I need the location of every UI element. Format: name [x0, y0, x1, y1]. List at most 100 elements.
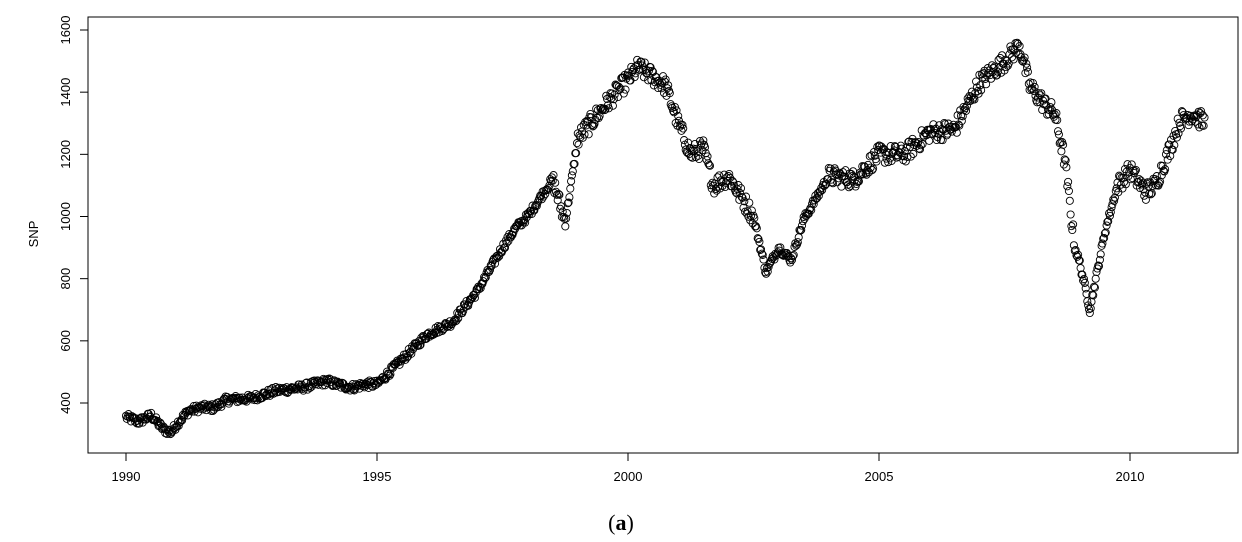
data-point	[823, 175, 833, 184]
data-point	[833, 170, 843, 179]
data-point	[601, 105, 610, 114]
data-point	[1069, 241, 1078, 250]
data-point	[1146, 190, 1155, 199]
data-point	[567, 177, 576, 186]
data-point	[609, 95, 618, 104]
data-point	[672, 106, 681, 115]
data-point	[385, 371, 394, 380]
data-point	[486, 261, 495, 270]
data-point	[548, 176, 557, 185]
data-points	[121, 38, 1209, 439]
data-point	[763, 267, 772, 276]
snp-chart: 1990 1995 2000 2005 2010 400 600 800 1000 1200 14…	[26, 16, 1239, 484]
data-point	[1109, 195, 1118, 204]
data-point	[562, 208, 571, 218]
data-point	[1084, 305, 1094, 314]
data-point	[1059, 160, 1068, 169]
data-point	[428, 331, 437, 340]
data-point	[485, 267, 494, 276]
data-point	[1059, 140, 1068, 149]
data-point	[1028, 84, 1037, 93]
data-point	[669, 106, 678, 116]
data-point	[1110, 196, 1119, 205]
data-point	[1195, 123, 1204, 132]
data-point	[1054, 130, 1063, 139]
data-point	[953, 111, 962, 120]
data-point	[1020, 53, 1029, 62]
data-point	[949, 120, 958, 129]
data-point	[1057, 147, 1066, 156]
data-point	[755, 237, 764, 246]
data-point	[1156, 177, 1165, 186]
data-point	[1079, 276, 1088, 285]
data-point	[1079, 274, 1089, 284]
data-point	[1198, 111, 1207, 120]
caption-paren-close: )	[626, 510, 634, 535]
data-point	[872, 157, 881, 166]
data-point	[1081, 284, 1090, 293]
data-point	[536, 191, 545, 200]
data-point	[1023, 63, 1032, 72]
data-point	[674, 111, 683, 121]
data-point	[869, 164, 878, 173]
y-tick-label: 1600	[58, 16, 73, 45]
data-point	[711, 184, 720, 193]
x-tick-label: 1990	[112, 469, 141, 484]
data-point	[938, 136, 947, 145]
x-tick-label: 1995	[363, 469, 392, 484]
data-point	[268, 384, 277, 393]
data-point	[868, 165, 877, 175]
data-point	[664, 81, 673, 90]
data-point	[1028, 78, 1037, 88]
data-point	[952, 128, 961, 137]
data-point	[705, 161, 715, 170]
data-point	[1085, 308, 1094, 318]
data-point	[604, 104, 613, 113]
figure-caption: (a)	[0, 510, 1242, 536]
data-point	[752, 224, 761, 233]
data-point	[584, 130, 593, 139]
data-point	[745, 198, 754, 207]
data-point	[1100, 233, 1109, 243]
data-point	[657, 84, 666, 93]
data-point	[862, 170, 871, 179]
data-point	[1100, 229, 1109, 238]
y-tick-label: 1400	[58, 78, 73, 107]
data-point	[1015, 41, 1024, 51]
y-tick-label: 800	[58, 268, 73, 290]
data-point	[787, 255, 797, 264]
data-point	[1172, 133, 1181, 142]
data-point	[407, 349, 416, 358]
data-point	[969, 93, 978, 102]
data-point	[574, 140, 583, 149]
data-point	[180, 411, 189, 420]
data-point	[1076, 264, 1085, 273]
data-point	[679, 124, 688, 133]
data-point	[568, 167, 577, 176]
data-point	[310, 376, 319, 385]
data-point	[1089, 291, 1098, 300]
data-point	[961, 106, 971, 115]
data-point	[960, 105, 969, 114]
data-point	[524, 208, 533, 217]
data-point	[809, 200, 818, 209]
data-point	[1064, 186, 1073, 196]
data-point	[900, 152, 909, 161]
data-point	[940, 118, 949, 128]
data-point	[498, 246, 507, 255]
data-point	[1023, 67, 1032, 76]
data-point	[833, 178, 842, 187]
data-point	[986, 70, 995, 80]
data-point	[1155, 179, 1164, 188]
data-point	[340, 383, 349, 393]
y-tick-label: 1200	[58, 140, 73, 169]
data-point	[693, 147, 702, 156]
data-point	[1095, 255, 1104, 264]
data-point	[992, 71, 1002, 80]
x-tick-label: 2010	[1116, 469, 1145, 484]
data-point	[1078, 270, 1087, 279]
data-point	[788, 252, 797, 261]
data-point	[136, 414, 145, 423]
plot-frame	[87, 16, 1239, 454]
data-point	[715, 184, 725, 193]
